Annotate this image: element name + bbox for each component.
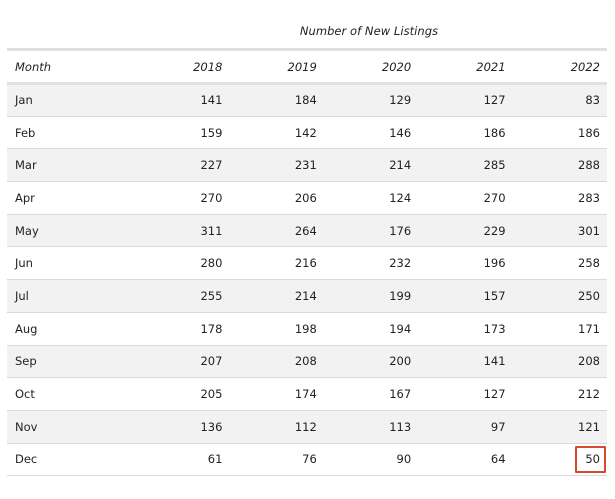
value-cell: 124: [323, 181, 419, 215]
value-cell: 285: [418, 148, 513, 183]
value-cell: 280: [135, 246, 230, 281]
value-cell: 113: [323, 410, 419, 444]
month-cell: Jun: [7, 246, 135, 281]
table-row: Jun 280 216 232 196 258: [7, 246, 607, 281]
column-header-2021[interactable]: 2021: [418, 48, 513, 85]
value-cell: 232: [323, 246, 419, 281]
table-row: Oct 205 174 167 127 212: [7, 377, 607, 411]
listings-table: Month 2018 2019 2020 2021 2022 Jan 141 1…: [7, 48, 607, 477]
value-cell: 76: [229, 443, 324, 477]
month-cell: Dec: [7, 443, 135, 477]
table-row: Apr 270 206 124 270 283: [7, 181, 607, 215]
value-cell: 216: [229, 246, 324, 281]
value-cell: 173: [418, 312, 513, 346]
value-cell: 207: [135, 345, 230, 379]
value-cell: 174: [229, 377, 324, 411]
value-cell: 129: [323, 83, 419, 117]
value-cell: 212: [512, 377, 607, 411]
value-cell: 283: [512, 181, 607, 215]
highlighted-value-cell[interactable]: 50: [512, 443, 607, 477]
table-row: Dec 61 76 90 64 50: [7, 443, 607, 477]
value-cell: 121: [512, 410, 607, 444]
value-cell: 141: [135, 83, 230, 117]
highlighted-value: 50: [585, 452, 600, 467]
value-cell: 159: [135, 116, 230, 150]
value-cell: 214: [229, 279, 324, 313]
value-cell: 127: [418, 377, 513, 411]
value-cell: 157: [418, 279, 513, 313]
value-cell: 194: [323, 312, 419, 346]
table-row: May 311 264 176 229 301: [7, 214, 607, 248]
value-cell: 141: [418, 345, 513, 379]
value-cell: 184: [229, 83, 324, 117]
value-cell: 61: [135, 443, 230, 477]
month-cell: Aug: [7, 312, 135, 346]
value-cell: 64: [418, 443, 513, 477]
month-cell: Sep: [7, 345, 135, 379]
highlight-outline: [575, 445, 606, 473]
value-cell: 178: [135, 312, 230, 346]
column-header-2020[interactable]: 2020: [323, 48, 419, 85]
value-cell: 231: [229, 148, 324, 183]
value-cell: 198: [229, 312, 324, 346]
month-cell: Jul: [7, 279, 135, 313]
value-cell: 127: [418, 83, 513, 117]
value-cell: 112: [229, 410, 324, 444]
value-cell: 205: [135, 377, 230, 411]
value-cell: 83: [512, 83, 607, 117]
month-cell: Oct: [7, 377, 135, 411]
value-cell: 227: [135, 148, 230, 183]
month-cell: May: [7, 214, 135, 248]
value-cell: 186: [512, 116, 607, 150]
value-cell: 146: [323, 116, 419, 150]
table-title: Number of New Listings: [299, 24, 439, 38]
value-cell: 171: [512, 312, 607, 346]
value-cell: 176: [323, 214, 419, 248]
value-cell: 250: [512, 279, 607, 313]
table-row: Feb 159 142 146 186 186: [7, 116, 607, 150]
table-row: Aug 178 198 194 173 171: [7, 312, 607, 346]
month-cell: Nov: [7, 410, 135, 444]
table-row: Mar 227 231 214 285 288: [7, 148, 607, 183]
value-cell: 208: [512, 345, 607, 379]
value-cell: 142: [229, 116, 324, 150]
table-row: Jul 255 214 199 157 250: [7, 279, 607, 313]
month-cell: Feb: [7, 116, 135, 150]
value-cell: 196: [418, 246, 513, 281]
table-row: Nov 136 112 113 97 121: [7, 410, 607, 444]
month-cell: Jan: [7, 83, 135, 117]
month-cell: Mar: [7, 148, 135, 183]
value-cell: 206: [229, 181, 324, 215]
value-cell: 229: [418, 214, 513, 248]
value-cell: 255: [135, 279, 230, 313]
value-cell: 301: [512, 214, 607, 248]
value-cell: 186: [418, 116, 513, 150]
value-cell: 214: [323, 148, 419, 183]
column-header-2022[interactable]: 2022: [512, 48, 607, 85]
value-cell: 288: [512, 148, 607, 183]
value-cell: 258: [512, 246, 607, 281]
value-cell: 199: [323, 279, 419, 313]
value-cell: 264: [229, 214, 324, 248]
value-cell: 90: [323, 443, 419, 477]
value-cell: 208: [229, 345, 324, 379]
table-row: Jan 141 184 129 127 83: [7, 83, 607, 117]
value-cell: 270: [418, 181, 513, 215]
column-header-2018[interactable]: 2018: [135, 48, 230, 85]
table-row: Sep 207 208 200 141 208: [7, 345, 607, 379]
value-cell: 200: [323, 345, 419, 379]
value-cell: 167: [323, 377, 419, 411]
column-header-2019[interactable]: 2019: [229, 48, 324, 85]
header-row: Month 2018 2019 2020 2021 2022: [7, 48, 607, 85]
month-cell: Apr: [7, 181, 135, 215]
column-header-month[interactable]: Month: [7, 48, 135, 85]
value-cell: 311: [135, 214, 230, 248]
value-cell: 136: [135, 410, 230, 444]
value-cell: 97: [418, 410, 513, 444]
value-cell: 270: [135, 181, 230, 215]
